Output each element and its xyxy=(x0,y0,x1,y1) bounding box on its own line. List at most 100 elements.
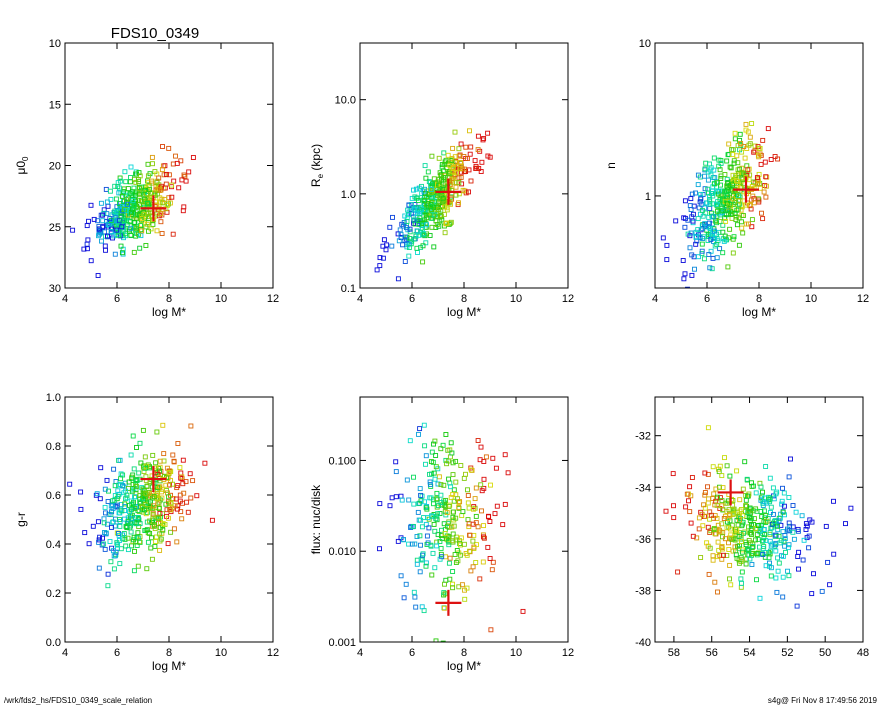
x-tick-label: 10 xyxy=(510,293,522,305)
data-point xyxy=(684,491,690,497)
data-point xyxy=(743,561,749,567)
data-point xyxy=(759,210,764,216)
data-point xyxy=(758,484,764,490)
data-point xyxy=(102,504,108,510)
data-point xyxy=(714,220,720,226)
data-point xyxy=(132,494,137,500)
data-point xyxy=(755,523,761,528)
data-point xyxy=(734,468,740,474)
data-point xyxy=(718,176,724,181)
data-point xyxy=(108,228,114,234)
data-point xyxy=(717,463,723,469)
data-points xyxy=(67,422,215,589)
data-point xyxy=(448,495,454,501)
data-point xyxy=(827,582,833,588)
data-point xyxy=(417,215,423,221)
data-point xyxy=(823,523,829,529)
y-tick-label: 0.100 xyxy=(328,455,356,467)
data-point xyxy=(472,158,478,164)
data-point xyxy=(112,208,118,214)
data-point xyxy=(719,503,725,509)
data-point xyxy=(705,177,711,183)
data-point xyxy=(474,542,479,548)
data-point xyxy=(843,521,848,527)
data-point xyxy=(101,520,107,526)
data-point xyxy=(451,509,456,515)
data-point xyxy=(749,532,754,537)
data-point xyxy=(724,553,730,558)
data-point xyxy=(445,458,451,464)
data-point xyxy=(202,460,208,466)
data-point xyxy=(707,225,713,231)
data-point xyxy=(819,588,825,594)
data-point xyxy=(428,204,434,209)
data-point xyxy=(773,548,779,554)
data-point xyxy=(767,475,773,481)
data-point xyxy=(138,227,144,233)
data-point xyxy=(431,521,437,527)
data-point xyxy=(153,539,159,544)
data-point xyxy=(762,532,768,538)
data-point xyxy=(451,523,457,529)
data-point xyxy=(806,533,812,539)
data-point xyxy=(460,509,466,515)
data-point xyxy=(133,179,139,185)
data-point xyxy=(138,233,144,239)
y-tick-label: -38 xyxy=(635,585,651,597)
data-point xyxy=(687,509,693,515)
data-point xyxy=(770,485,776,491)
data-point xyxy=(724,158,730,164)
data-point xyxy=(705,425,711,431)
data-point xyxy=(708,172,714,178)
data-point xyxy=(705,471,711,477)
data-point xyxy=(718,182,723,188)
data-point xyxy=(443,554,449,560)
data-point xyxy=(753,525,759,531)
data-point xyxy=(473,485,479,491)
data-point xyxy=(780,509,786,515)
data-point xyxy=(716,527,722,533)
data-point xyxy=(756,154,762,160)
data-point xyxy=(424,202,430,208)
data-point xyxy=(98,200,104,206)
plot-frame xyxy=(64,42,274,289)
data-point xyxy=(502,501,508,507)
data-point xyxy=(131,219,137,225)
data-point xyxy=(710,553,716,559)
data-point xyxy=(141,463,147,469)
data-point xyxy=(780,574,786,580)
data-point xyxy=(417,533,423,539)
data-point xyxy=(414,534,420,539)
data-point xyxy=(695,182,701,188)
data-point xyxy=(763,174,769,180)
data-point xyxy=(411,206,417,212)
data-point xyxy=(456,505,462,510)
data-point xyxy=(736,197,742,203)
data-point xyxy=(467,548,472,554)
data-point xyxy=(402,237,408,243)
data-point xyxy=(459,582,465,588)
x-tick-label: 4 xyxy=(652,293,658,305)
data-point xyxy=(764,518,770,524)
data-point xyxy=(750,544,756,549)
data-point xyxy=(707,545,713,551)
data-point xyxy=(739,539,744,544)
data-point xyxy=(711,181,717,187)
data-point xyxy=(670,471,676,477)
data-point xyxy=(441,150,447,156)
x-tick-label: 4 xyxy=(62,647,68,659)
data-point xyxy=(761,189,767,195)
y-axis-label: μ00 xyxy=(14,156,30,175)
data-point xyxy=(783,549,788,555)
data-point xyxy=(438,446,444,452)
data-point xyxy=(95,218,101,224)
data-point xyxy=(695,216,701,222)
data-point xyxy=(417,569,423,575)
data-point xyxy=(740,486,746,492)
data-point xyxy=(127,179,133,185)
data-point xyxy=(689,191,695,197)
data-point xyxy=(782,536,788,542)
data-point xyxy=(719,556,725,562)
data-point xyxy=(145,201,150,206)
data-point xyxy=(485,153,491,159)
